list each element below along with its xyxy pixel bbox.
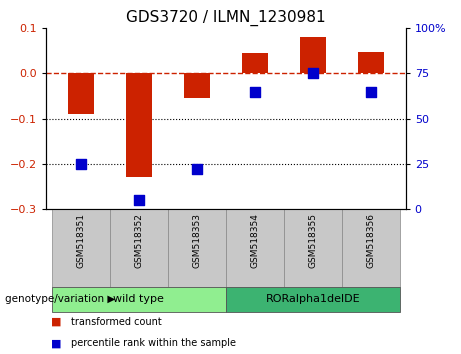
Text: RORalpha1delDE: RORalpha1delDE: [266, 294, 360, 304]
Bar: [242, 53, 268, 73]
Bar: [110, 209, 168, 287]
Text: genotype/variation ▶: genotype/variation ▶: [5, 294, 115, 304]
Bar: [126, 73, 152, 177]
Text: percentile rank within the sample: percentile rank within the sample: [71, 338, 236, 348]
Bar: [184, 73, 210, 98]
Text: ■: ■: [51, 338, 61, 348]
Bar: [52, 209, 110, 287]
Bar: [68, 73, 94, 114]
Bar: [226, 209, 284, 287]
Text: GSM518354: GSM518354: [250, 213, 260, 268]
Bar: [358, 52, 384, 73]
Text: wild type: wild type: [113, 294, 164, 304]
Point: [193, 166, 201, 172]
Text: transformed count: transformed count: [71, 317, 162, 327]
Point: [251, 88, 259, 94]
Text: GSM518356: GSM518356: [366, 213, 375, 268]
Point: [367, 88, 375, 94]
Text: GSM518352: GSM518352: [135, 213, 143, 268]
Title: GDS3720 / ILMN_1230981: GDS3720 / ILMN_1230981: [126, 9, 326, 25]
Bar: [300, 37, 326, 73]
Text: GSM518351: GSM518351: [77, 213, 85, 268]
Point: [135, 197, 142, 202]
Point: [77, 161, 84, 166]
Point: [309, 70, 317, 76]
Bar: [284, 209, 342, 287]
Bar: [52, 287, 226, 312]
Bar: [342, 209, 400, 287]
Bar: [168, 209, 226, 287]
Bar: [226, 287, 400, 312]
Text: ■: ■: [51, 317, 61, 327]
Text: GSM518355: GSM518355: [308, 213, 317, 268]
Text: GSM518353: GSM518353: [192, 213, 201, 268]
